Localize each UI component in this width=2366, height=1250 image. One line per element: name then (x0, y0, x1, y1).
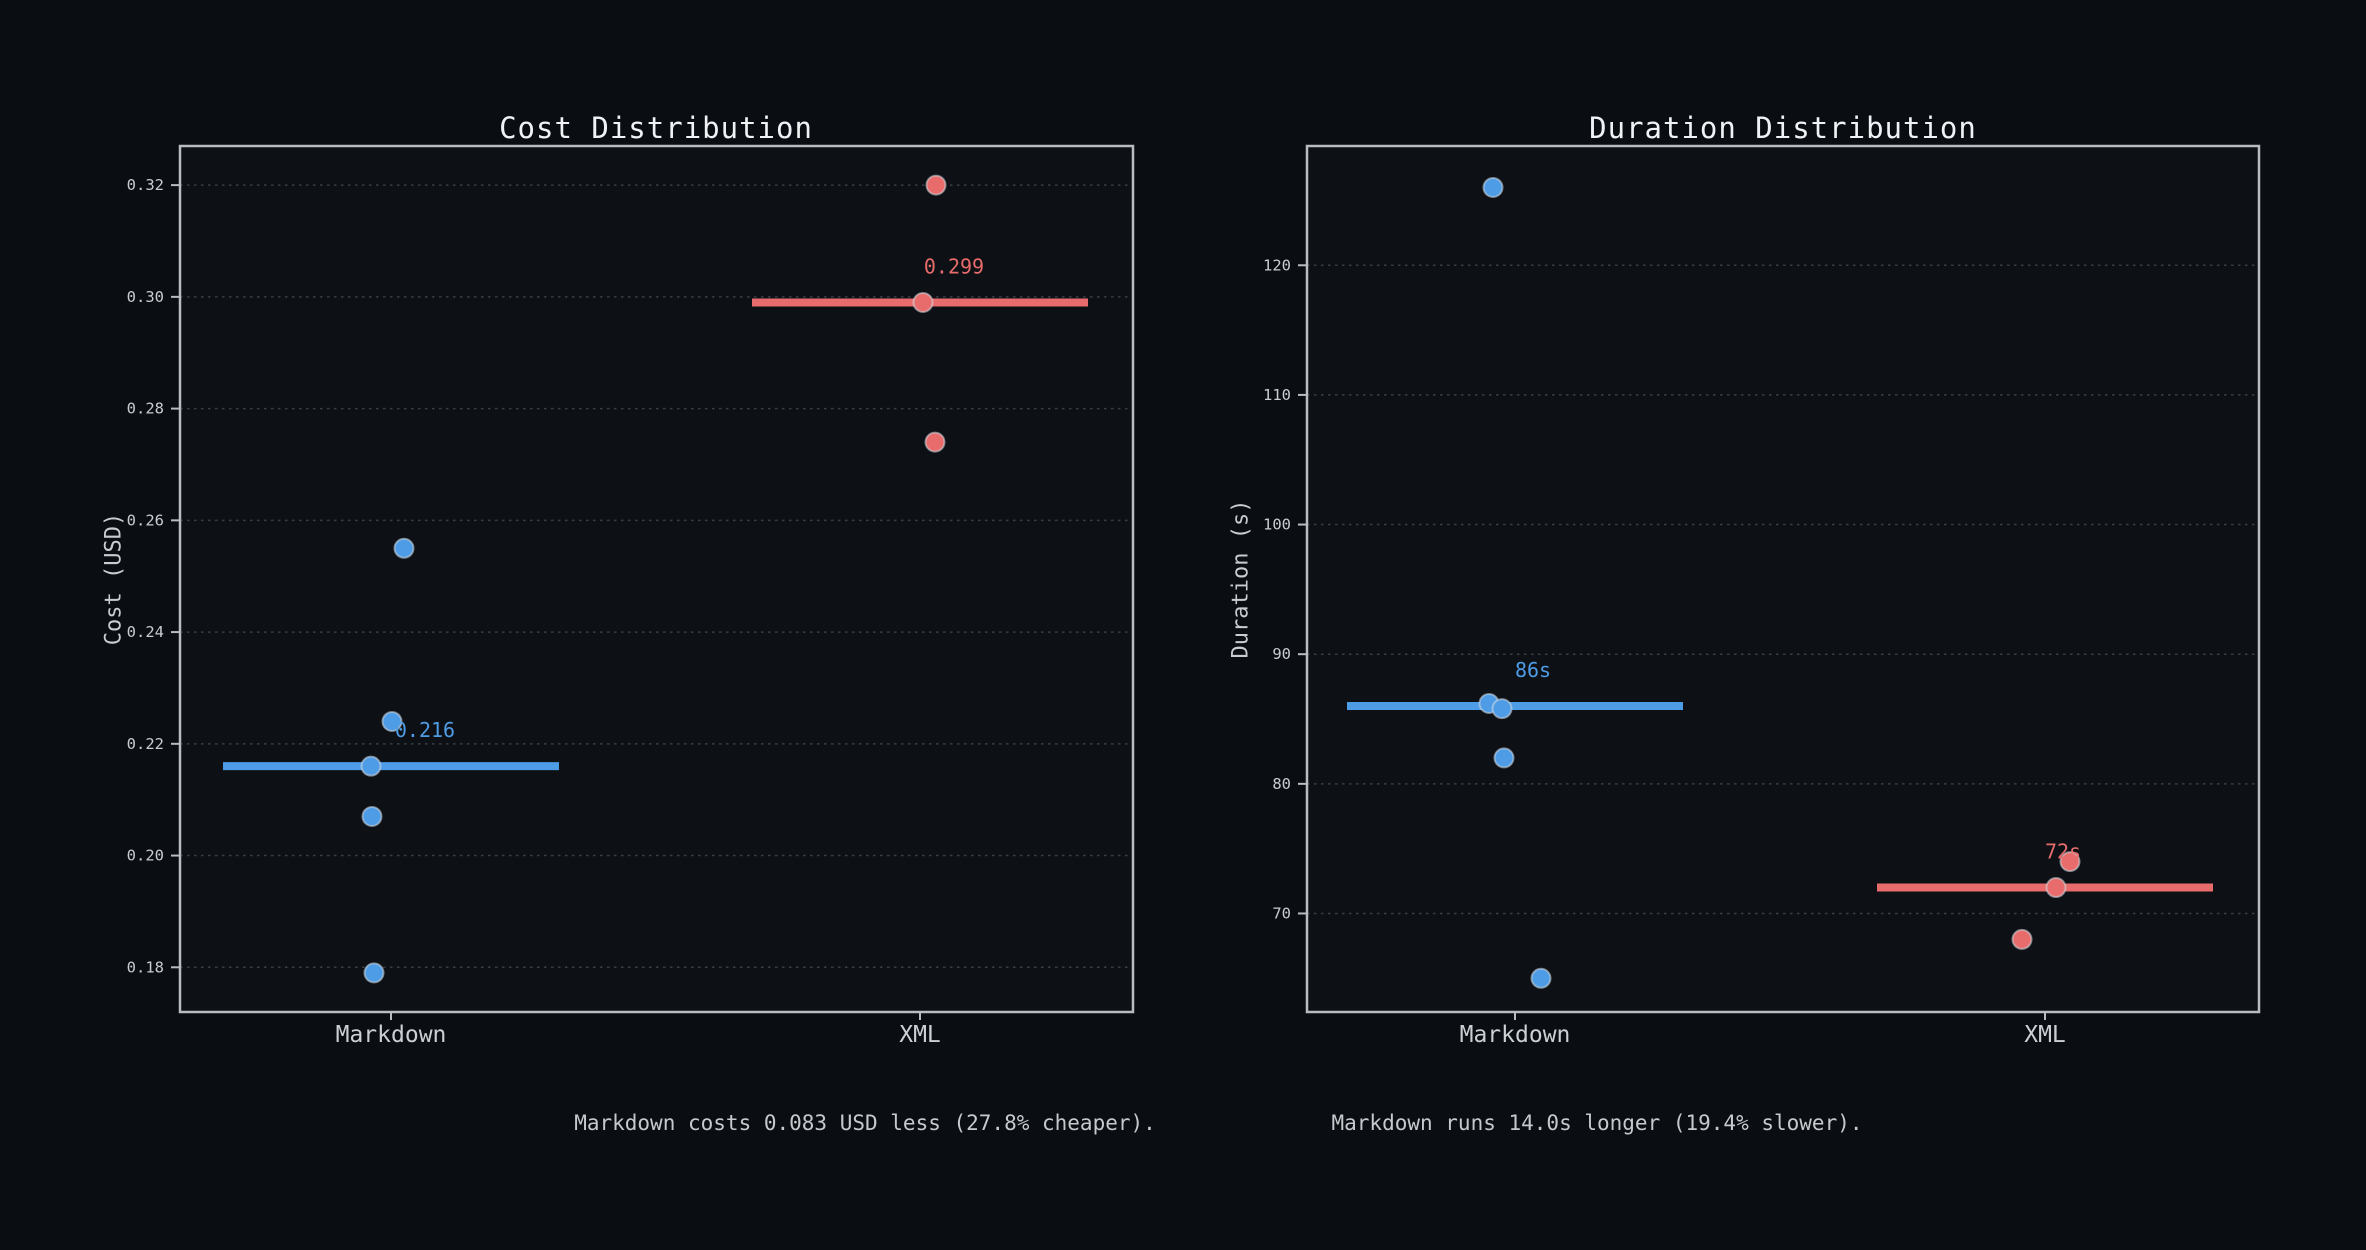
y-tick-label: 0.22 (127, 735, 164, 753)
median-value-label: 0.299 (924, 254, 984, 278)
y-tick-label: 90 (1272, 645, 1291, 663)
markdown-data-point (1530, 967, 1552, 989)
xml-data-point (2011, 928, 2033, 950)
plot-area (1307, 146, 2259, 1012)
duration-chart-title: Duration Distribution (1589, 111, 1977, 145)
y-tick-label: 0.20 (127, 847, 164, 865)
markdown-data-point (1482, 176, 1504, 198)
y-tick-label: 100 (1263, 516, 1291, 534)
y-tick-label: 120 (1263, 256, 1291, 274)
xml-data-point (924, 431, 946, 453)
x-category-label: XML (2024, 1022, 2066, 1048)
y-tick-label: 0.26 (127, 511, 164, 529)
markdown-data-point (361, 805, 383, 827)
y-axis-label: Duration (s) (1229, 500, 1254, 659)
cost-chart: 0.32 0.30 0.28 0.26 0.24 0.22 0.20 0.18 0.216 0.2… (102, 144, 1135, 1048)
xml-data-point (912, 291, 934, 313)
y-tick-label: 0.28 (127, 400, 164, 418)
markdown-data-point (1493, 747, 1515, 769)
markdown-data-point (360, 755, 382, 777)
plot-frame (178, 144, 1135, 1014)
y-tick-label: 110 (1263, 386, 1291, 404)
x-category-label: Markdown (336, 1022, 447, 1048)
x-category-label: Markdown (1460, 1022, 1571, 1048)
xml-data-point (925, 174, 947, 196)
y-tick-label: 0.18 (127, 958, 164, 976)
cost-chart-title: Cost Distribution (499, 111, 813, 145)
xml-data-point (2059, 851, 2081, 873)
markdown-data-point (393, 537, 415, 559)
median-value-label: 86s (1515, 658, 1551, 682)
markdown-data-point (363, 962, 385, 984)
median-value-label: 0.216 (395, 718, 455, 742)
y-tick-label: 80 (1272, 775, 1291, 793)
y-axis-label: Cost (USD) (102, 513, 127, 645)
x-category-label: XML (899, 1022, 941, 1048)
median-value-label: 72s (2045, 840, 2081, 864)
y-tick-label: 0.32 (127, 176, 164, 194)
markdown-data-point (381, 710, 403, 732)
xml-data-point (2045, 877, 2067, 899)
duration-summary-text: Markdown runs 14.0s longer (19.4% slower… (1331, 1111, 1863, 1135)
plot-area (180, 146, 1133, 1012)
markdown-data-point (1491, 698, 1513, 720)
plot-frame (1305, 144, 2261, 1014)
y-tick-label: 0.30 (127, 288, 164, 306)
y-tick-label: 70 (1272, 904, 1291, 922)
duration-chart: 120 110 100 90 80 70 86s 72s Markdown XML Duration… (1229, 144, 2261, 1048)
y-tick-label: 0.24 (127, 623, 164, 641)
cost-summary-text: Markdown costs 0.083 USD less (27.8% che… (574, 1111, 1156, 1135)
